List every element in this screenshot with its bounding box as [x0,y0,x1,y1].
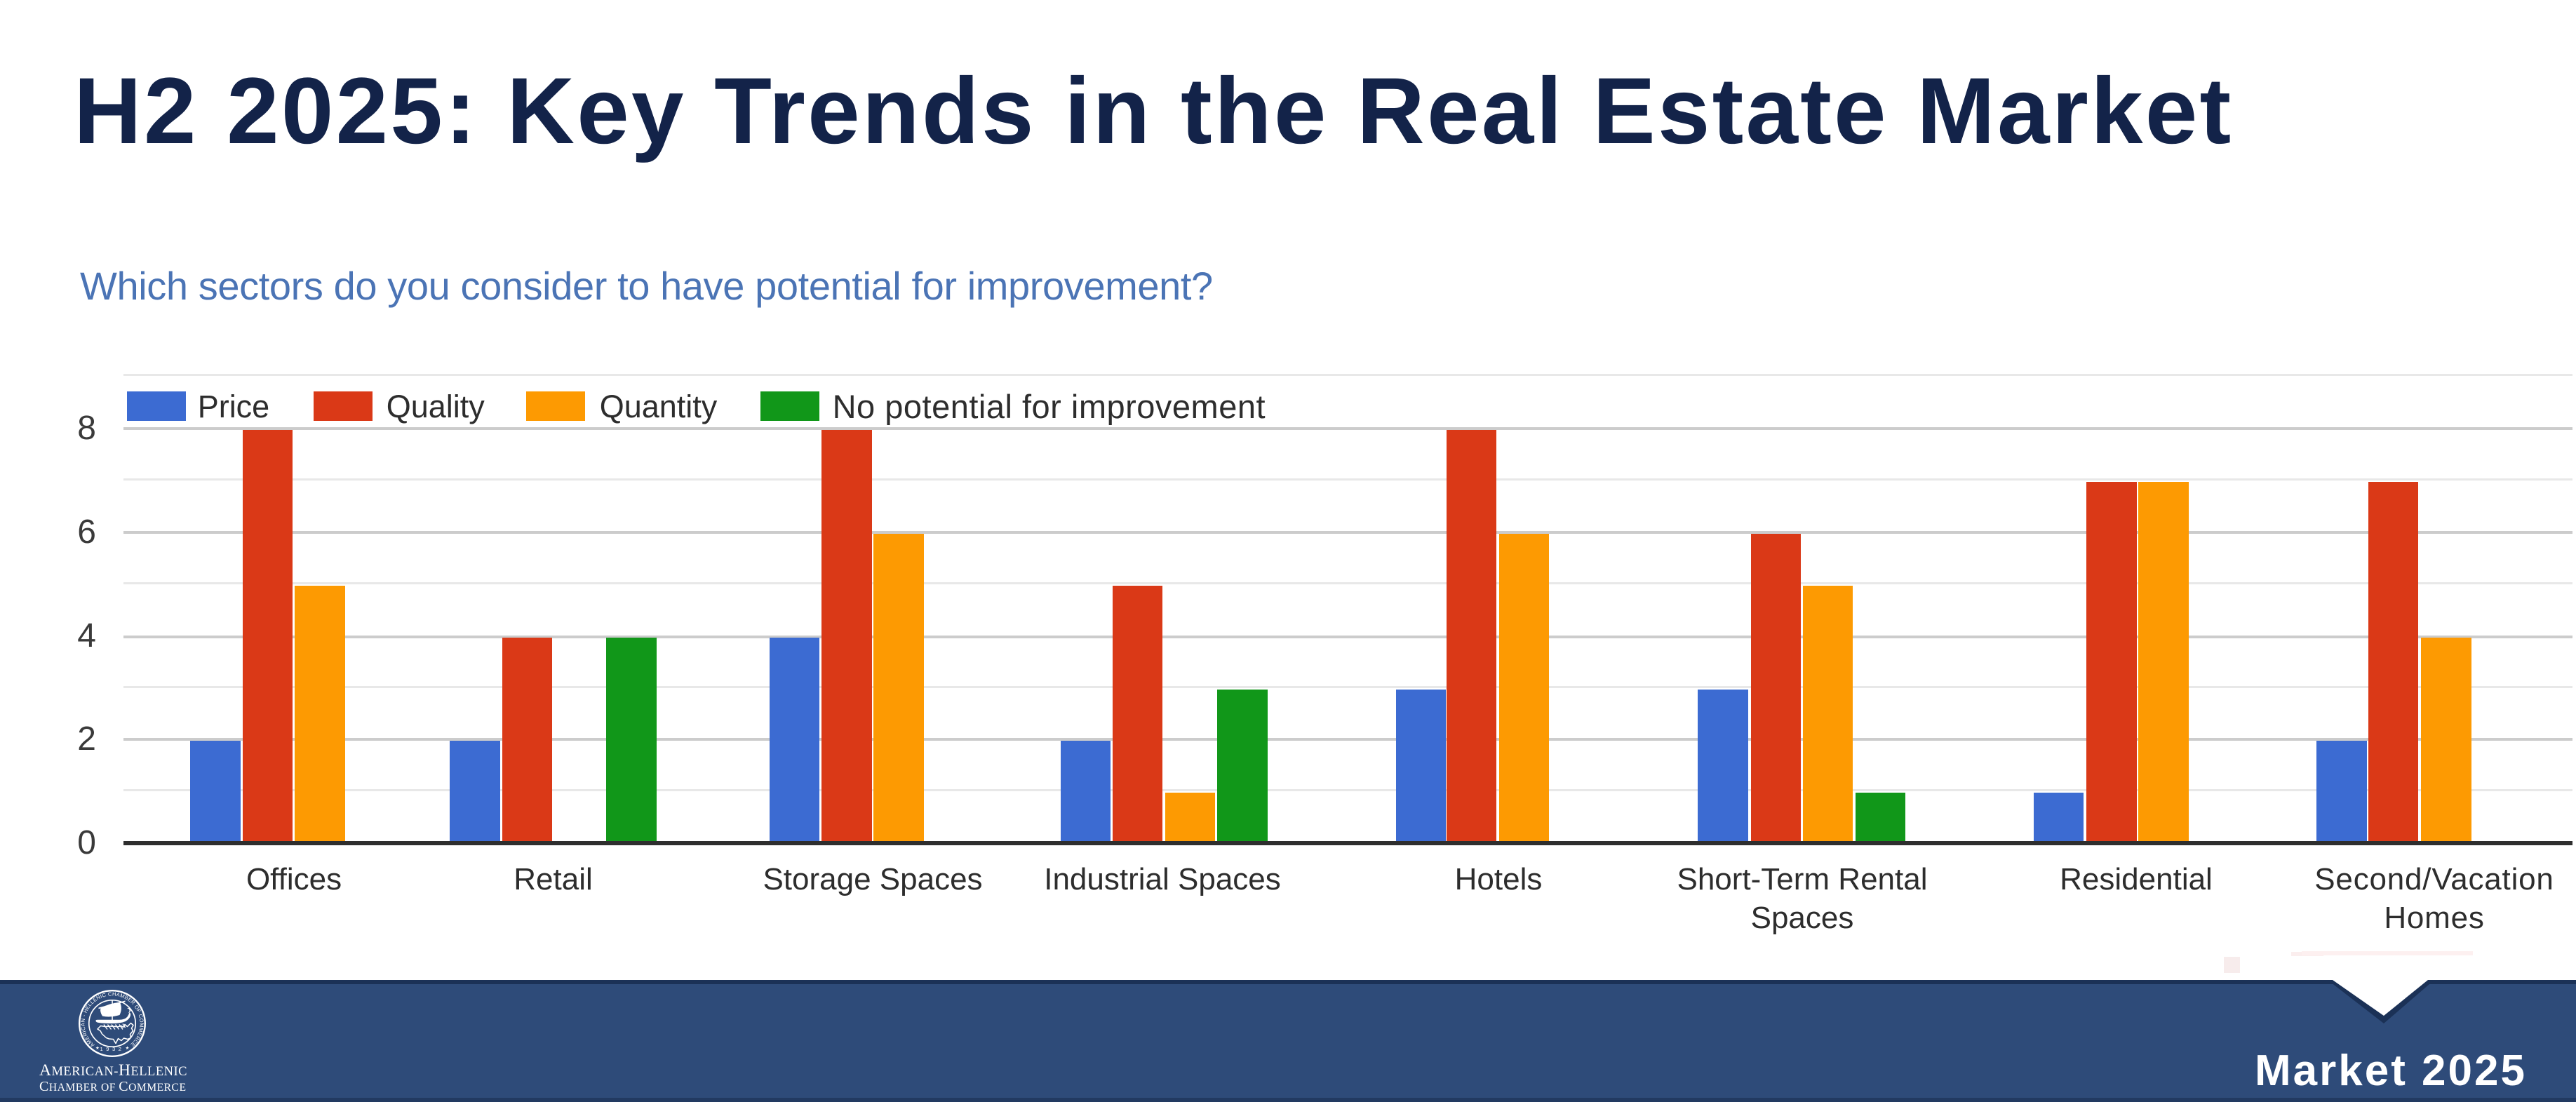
svg-text:★: ★ [95,1045,100,1051]
svg-text:★: ★ [126,1045,130,1051]
svg-text:1932: 1932 [100,1046,125,1052]
